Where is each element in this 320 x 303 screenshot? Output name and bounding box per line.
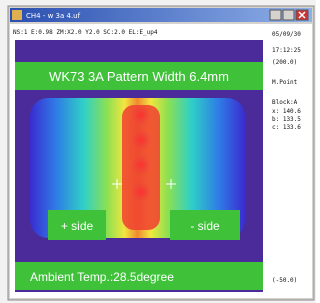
image-title: WK73 3A Pattern Width 6.4mm <box>49 69 229 84</box>
scale-max: (200.0) <box>272 59 297 66</box>
plus-side-label: + side <box>61 219 94 233</box>
window: CH4 - w 3a 4.uf NS:1 E:0.98 ZM:X2.0 Y2.0… <box>0 0 316 303</box>
hot-spot <box>131 130 151 150</box>
hot-spot <box>131 155 151 175</box>
reading: b: 133.5 <box>272 116 301 123</box>
hot-spot <box>131 182 151 202</box>
scale-min: (-50.0) <box>272 277 297 284</box>
block: Block:A <box>272 99 298 106</box>
minimize-button[interactable] <box>270 10 281 20</box>
app-icon <box>12 10 22 20</box>
time: 17:12:25 <box>272 47 301 54</box>
page: CH4 - w 3a 4.uf NS:1 E:0.98 ZM:X2.0 Y2.0… <box>0 0 316 303</box>
header-info: NS:1 E:0.98 ZM:X2.0 Y2.0 SC:2.0 EL:E_up4 <box>13 29 158 36</box>
mode: M.Point <box>272 79 298 86</box>
minus-side-label: - side <box>190 219 220 233</box>
thermal-image: WK73 3A Pattern Width 6.4mm + side - sid… <box>15 40 263 292</box>
ambient-label: Ambient Temp.:28.5degree <box>30 270 174 284</box>
hot-spot <box>131 105 151 125</box>
reading: x: 140.6 <box>272 108 301 115</box>
maximize-button[interactable] <box>283 10 294 20</box>
window-title: CH4 - w 3a 4.uf <box>26 12 81 20</box>
date: 05/09/30 <box>272 31 301 38</box>
reading: c: 133.6 <box>272 124 301 131</box>
